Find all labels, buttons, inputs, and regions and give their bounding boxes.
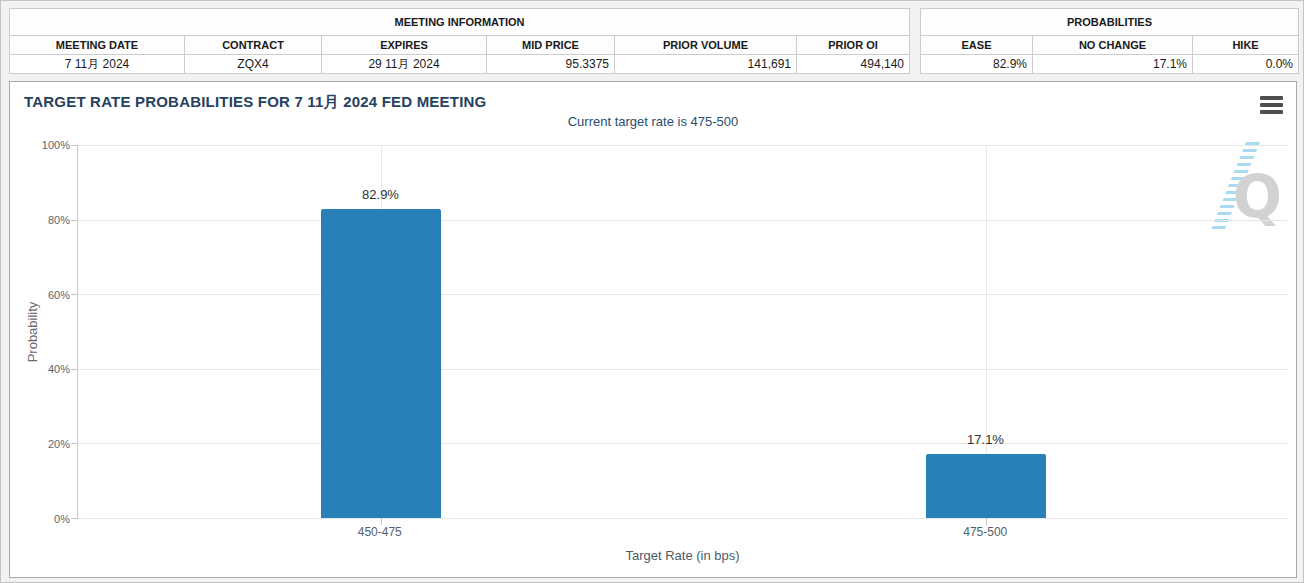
col-header-prior-oi: PRIOR OI bbox=[797, 36, 910, 55]
probability-bar[interactable] bbox=[926, 454, 1046, 518]
y-tick-mark bbox=[71, 369, 78, 370]
x-tick-label: 450-475 bbox=[358, 525, 402, 539]
y-tick-mark bbox=[71, 443, 78, 444]
y-tick-label: 100% bbox=[42, 139, 70, 151]
cell-contract: ZQX4 bbox=[185, 55, 322, 74]
col-header-expires: EXPIRES bbox=[322, 36, 487, 55]
cell-prior-volume: 141,691 bbox=[615, 55, 797, 74]
cell-prior-oi: 494,140 bbox=[797, 55, 910, 74]
probabilities-title: PROBABILITIES bbox=[921, 9, 1299, 36]
x-axis-labels: 450-475 475-500 bbox=[77, 525, 1288, 541]
y-tick-label: 20% bbox=[48, 438, 70, 450]
col-header-meeting-date: MEETING DATE bbox=[10, 36, 185, 55]
y-gridline bbox=[78, 220, 1288, 221]
probabilities-table: PROBABILITIES EASE NO CHANGE HIKE 82.9% … bbox=[920, 8, 1299, 74]
chart-panel: TARGET RATE PROBABILITIES FOR 7 11月 2024… bbox=[9, 81, 1297, 578]
y-tick-label: 0% bbox=[54, 513, 70, 525]
chart-subtitle: Current target rate is 475-500 bbox=[10, 114, 1296, 129]
meeting-information-title: MEETING INFORMATION bbox=[10, 9, 910, 36]
cell-mid-price: 95.3375 bbox=[487, 55, 615, 74]
chart-title: TARGET RATE PROBABILITIES FOR 7 11月 2024… bbox=[24, 93, 486, 112]
bar-value-label: 82.9% bbox=[362, 187, 399, 202]
y-tick-mark bbox=[71, 220, 78, 221]
col-header-mid-price: MID PRICE bbox=[487, 36, 615, 55]
meeting-information-table: MEETING INFORMATION MEETING DATE CONTRAC… bbox=[9, 8, 910, 74]
y-tick-label: 60% bbox=[48, 289, 70, 301]
cell-expires: 29 11月 2024 bbox=[322, 55, 487, 74]
col-header-no-change: NO CHANGE bbox=[1033, 36, 1193, 55]
y-gridline bbox=[78, 145, 1288, 146]
probability-bar[interactable] bbox=[321, 209, 441, 518]
x-tick-label: 475-500 bbox=[963, 525, 1007, 539]
x-tick-mark bbox=[381, 518, 382, 525]
col-header-hike: HIKE bbox=[1193, 36, 1299, 55]
x-axis-title: Target Rate (in bps) bbox=[77, 548, 1288, 563]
y-axis-labels: 0%20%40%60%80%100% bbox=[10, 145, 70, 519]
y-tick-label: 40% bbox=[48, 363, 70, 375]
bar-value-label: 17.1% bbox=[967, 432, 1004, 447]
col-header-ease: EASE bbox=[921, 36, 1033, 55]
col-header-prior-volume: PRIOR VOLUME bbox=[615, 36, 797, 55]
y-gridline bbox=[78, 518, 1288, 519]
cell-hike: 0.0% bbox=[1193, 55, 1299, 74]
chart-context-menu-button[interactable] bbox=[1259, 95, 1285, 115]
top-tables-row: MEETING INFORMATION MEETING DATE CONTRAC… bbox=[9, 8, 1297, 74]
y-tick-label: 80% bbox=[48, 214, 70, 226]
fedwatch-page: MEETING INFORMATION MEETING DATE CONTRAC… bbox=[0, 0, 1304, 583]
y-gridline bbox=[78, 294, 1288, 295]
cell-ease: 82.9% bbox=[921, 55, 1033, 74]
y-tick-mark bbox=[71, 294, 78, 295]
x-tick-mark bbox=[986, 518, 987, 525]
y-tick-mark bbox=[71, 145, 78, 146]
col-header-contract: CONTRACT bbox=[185, 36, 322, 55]
cell-no-change: 17.1% bbox=[1033, 55, 1193, 74]
plot-area: 82.9% 17.1% bbox=[77, 145, 1288, 519]
cell-meeting-date: 7 11月 2024 bbox=[10, 55, 185, 74]
y-gridline bbox=[78, 369, 1288, 370]
y-tick-mark bbox=[71, 518, 78, 519]
y-gridline bbox=[78, 443, 1288, 444]
